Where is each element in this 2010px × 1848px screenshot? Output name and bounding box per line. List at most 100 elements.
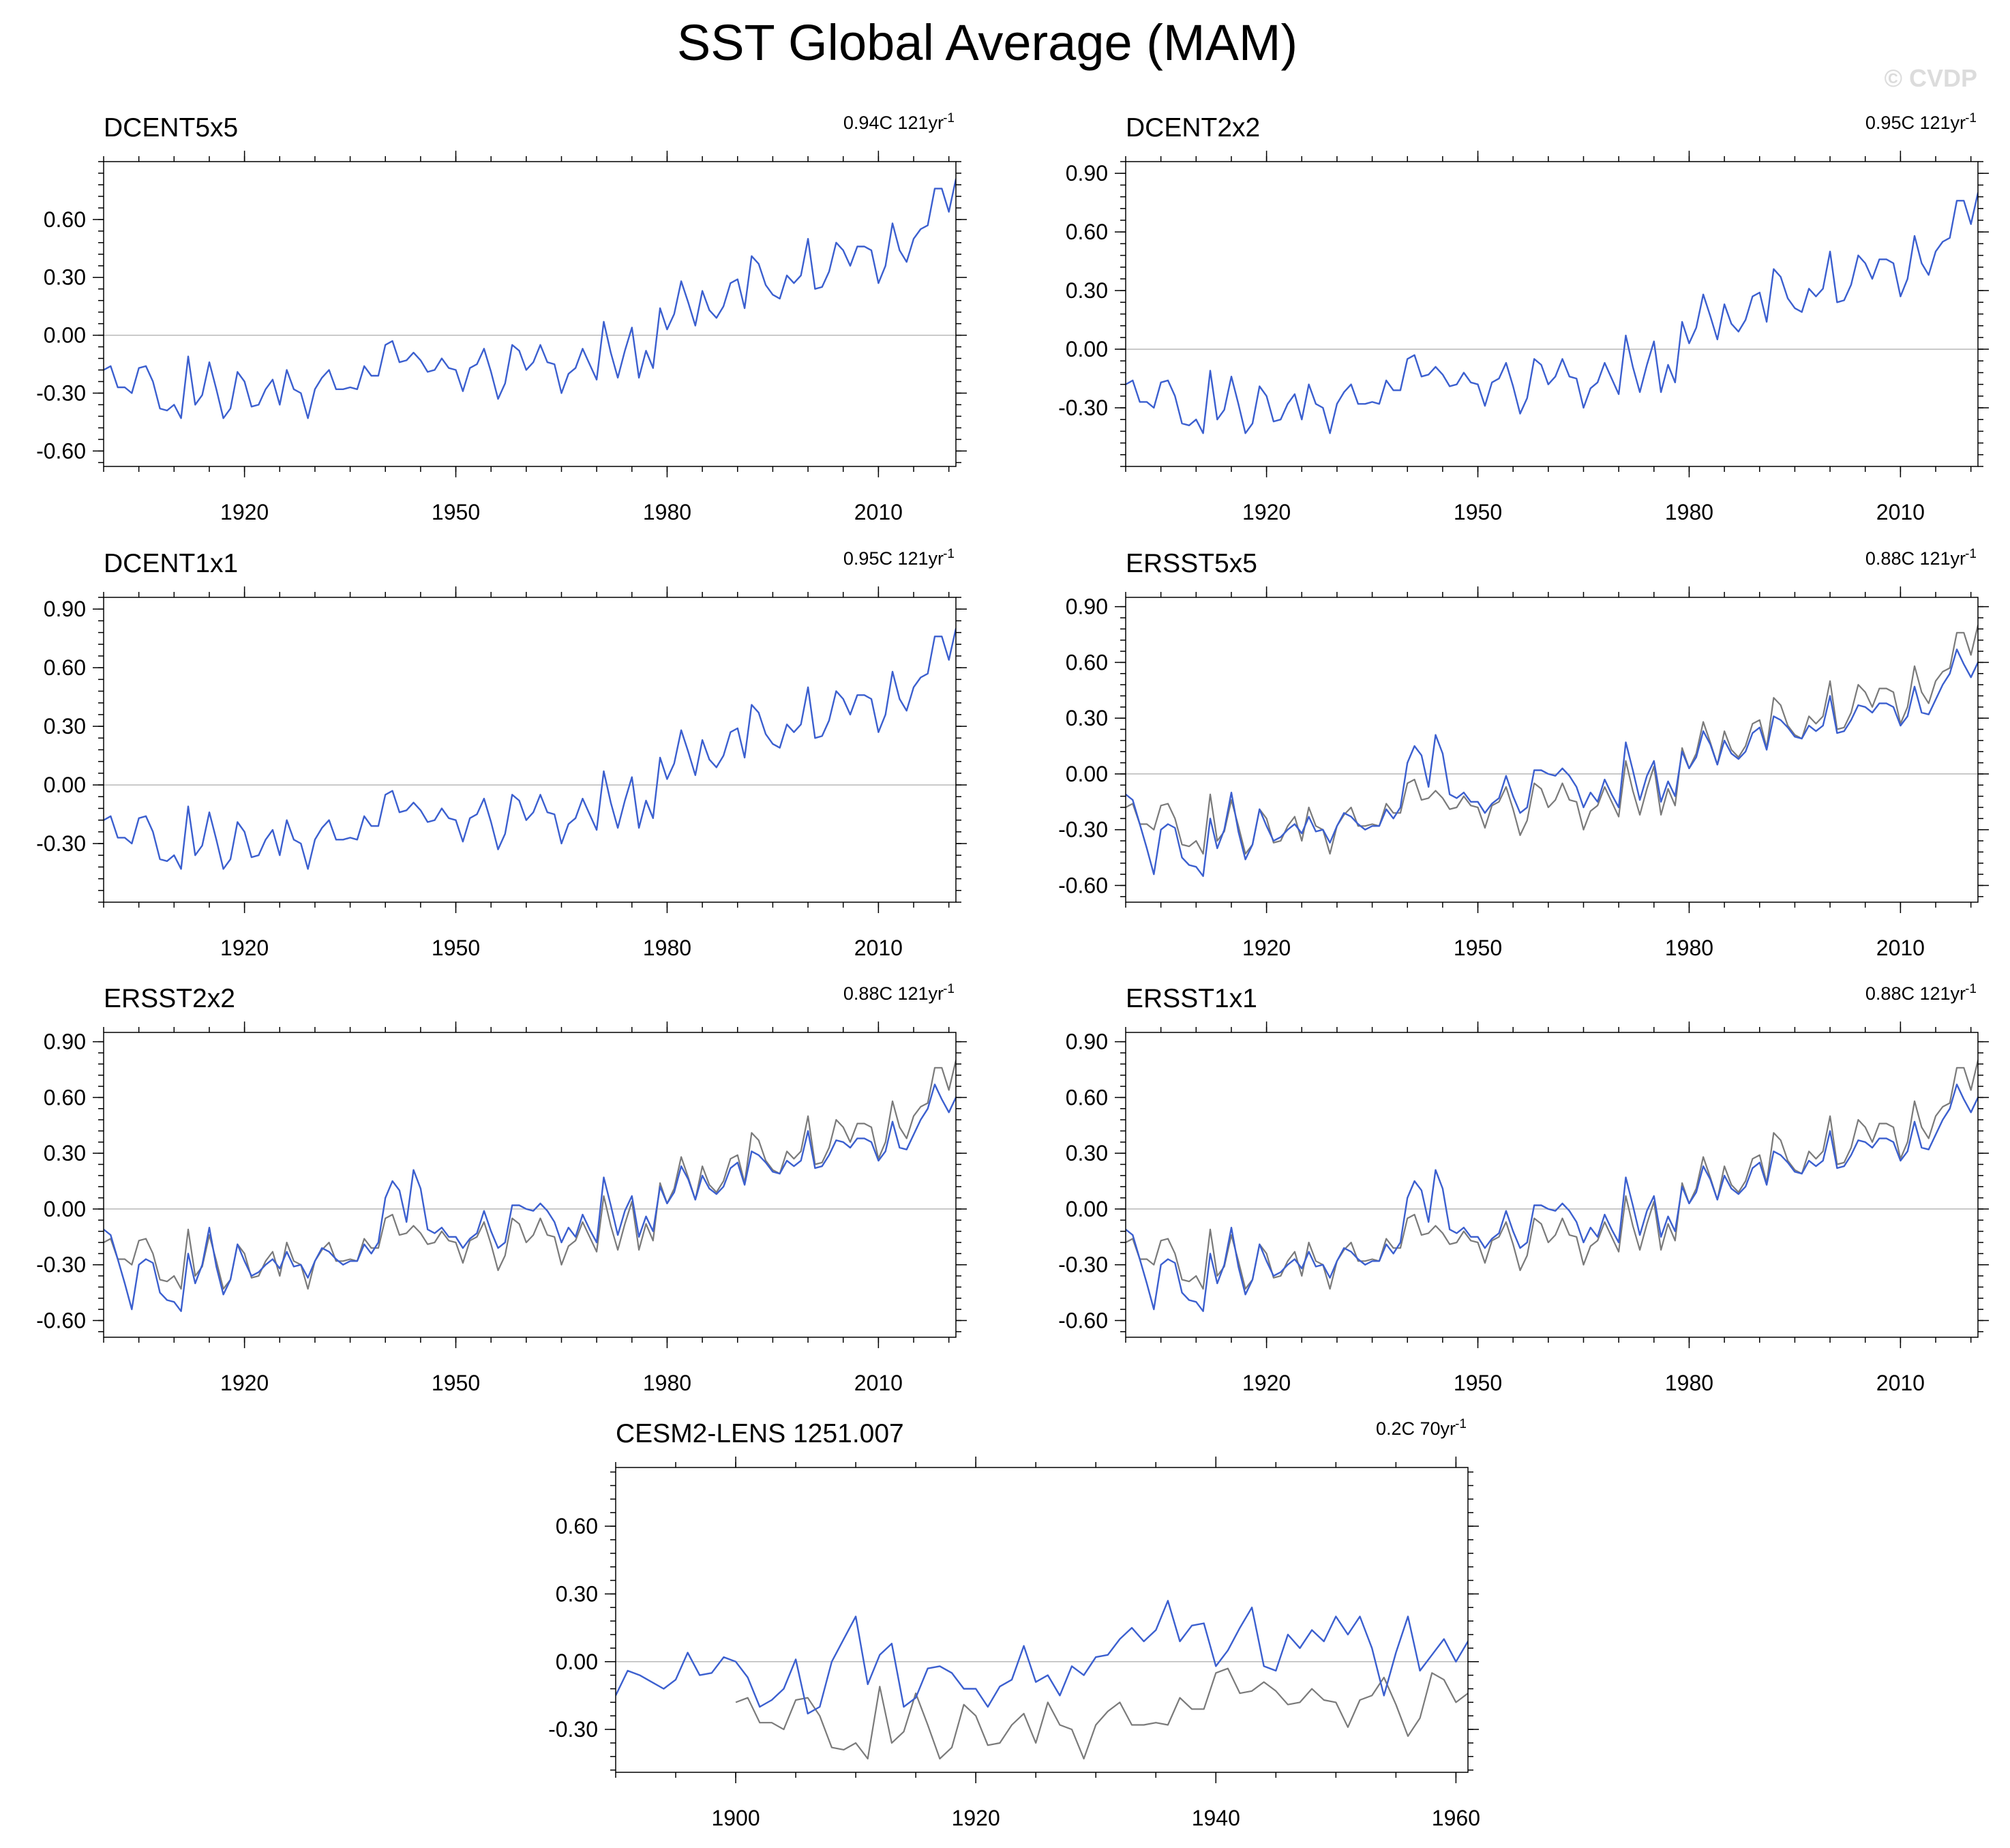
- x-tick-label: 2010: [1876, 500, 1925, 524]
- x-tick-label: 1980: [643, 1371, 691, 1395]
- y-tick-label: 0.00: [44, 323, 86, 348]
- reference-series-line: [1126, 1059, 1978, 1290]
- reference-series-line: [104, 1059, 956, 1290]
- y-tick-label: 0.60: [1066, 650, 1108, 674]
- reference-series-line: [735, 1667, 1468, 1760]
- cvdp-credit: © CVDP: [1884, 64, 1977, 92]
- y-tick-label: -0.30: [1058, 1253, 1108, 1277]
- y-tick-label: 0.00: [44, 1197, 86, 1221]
- panel-title: CESM2-LENS 1251.007: [616, 1419, 904, 1448]
- x-tick-label: 1940: [1192, 1806, 1240, 1830]
- x-tick-label: 1980: [643, 500, 691, 524]
- x-tick-label: 1980: [643, 936, 691, 960]
- model-series-line: [104, 1084, 956, 1313]
- y-tick-label: -0.30: [36, 831, 86, 856]
- plot-frame: [103, 161, 957, 467]
- x-tick-label: 2010: [1876, 1371, 1925, 1395]
- y-tick-label: 0.30: [44, 714, 86, 739]
- x-tick-label: 1950: [1454, 500, 1502, 524]
- trend-superscript: -1: [1965, 547, 1977, 561]
- x-tick-label: 1980: [1665, 500, 1713, 524]
- y-tick-label: 0.60: [1066, 220, 1108, 244]
- trend-label: 0.94C 121yr: [843, 113, 944, 133]
- y-tick-label: 0.00: [1066, 762, 1108, 786]
- trend-label: 0.95C 121yr: [843, 548, 944, 569]
- trend-label: 0.95C 121yr: [1865, 113, 1966, 133]
- x-tick-label: 1950: [1454, 1371, 1502, 1395]
- plot-frame: [103, 1032, 957, 1338]
- trend-superscript: -1: [1455, 1417, 1467, 1431]
- y-tick-label: -0.30: [36, 1253, 86, 1277]
- model-series-line: [1126, 649, 1978, 878]
- x-tick-label: 2010: [854, 936, 903, 960]
- panel-cesm2-lens-1251-007: CESM2-LENS 1251.007 0.2C 70yr -1 0.60 0.30 0.…: [548, 1417, 1480, 1830]
- x-tick-label: 1950: [432, 500, 480, 524]
- y-tick-label: 0.00: [44, 773, 86, 797]
- panel-title: ERSST5x5: [1126, 549, 1257, 578]
- trend-superscript: -1: [1965, 982, 1977, 996]
- y-tick-label: 0.60: [1066, 1085, 1108, 1109]
- y-tick-label: -0.30: [1058, 396, 1108, 420]
- x-tick-label: 1920: [220, 936, 269, 960]
- trend-superscript: -1: [943, 111, 955, 125]
- trend-superscript: -1: [943, 547, 955, 561]
- panel-title: ERSST2x2: [104, 984, 235, 1013]
- model-series-line: [616, 1600, 1468, 1715]
- x-tick-label: 1900: [711, 1806, 760, 1830]
- y-tick-label: 0.90: [44, 597, 86, 621]
- x-tick-label: 1920: [1242, 500, 1291, 524]
- y-tick-label: 0.90: [1066, 1030, 1108, 1054]
- y-tick-label: 0.60: [44, 207, 86, 232]
- x-tick-label: 1920: [1242, 936, 1291, 960]
- y-tick-label: -0.60: [36, 1308, 86, 1332]
- y-tick-label: 0.00: [1066, 337, 1108, 361]
- x-tick-label: 1980: [1665, 1371, 1713, 1395]
- x-tick-label: 2010: [854, 500, 903, 524]
- x-tick-label: 1980: [1665, 936, 1713, 960]
- reference-series-line: [1126, 624, 1978, 855]
- trend-label: 0.88C 121yr: [1865, 548, 1966, 569]
- figure-title: SST Global Average (MAM): [677, 14, 1298, 71]
- panel-title: ERSST1x1: [1126, 984, 1257, 1013]
- x-tick-label: 1960: [1432, 1806, 1480, 1830]
- x-tick-label: 1920: [1242, 1371, 1291, 1395]
- y-tick-label: 0.90: [1066, 595, 1108, 619]
- y-tick-label: -0.30: [1058, 818, 1108, 842]
- y-tick-label: 0.90: [44, 1030, 86, 1054]
- trend-superscript: -1: [943, 982, 955, 996]
- y-tick-label: 0.90: [1066, 161, 1108, 185]
- y-tick-label: 0.30: [556, 1581, 598, 1606]
- panel-title: DCENT2x2: [1126, 113, 1260, 143]
- trend-superscript: -1: [1965, 111, 1977, 125]
- x-tick-label: 1920: [952, 1806, 1000, 1830]
- model-series-line: [104, 627, 956, 870]
- model-series-line: [104, 178, 956, 419]
- y-tick-label: 0.30: [1066, 278, 1108, 303]
- panel-dcent1x1: DCENT1x1 0.95C 121yr -1 0.90 0.60 0.30 0.00 -0.…: [36, 547, 967, 960]
- panel-ersst1x1: ERSST1x1 0.88C 121yr -1 0.90 0.60 0.30 0.00 -0.…: [1058, 982, 1989, 1395]
- y-tick-label: 0.60: [44, 655, 86, 680]
- y-tick-label: 0.00: [556, 1650, 598, 1674]
- y-tick-label: 0.30: [1066, 1141, 1108, 1165]
- panel-title: DCENT5x5: [104, 113, 238, 143]
- plot-frame: [615, 1467, 1469, 1773]
- panel-title: DCENT1x1: [104, 549, 238, 578]
- x-tick-label: 1950: [432, 936, 480, 960]
- panel-ersst2x2: ERSST2x2 0.88C 121yr -1 0.90 0.60 0.30 0.00 -0.…: [36, 982, 967, 1395]
- y-tick-label: -0.60: [36, 438, 86, 463]
- y-tick-label: 0.00: [1066, 1197, 1108, 1221]
- y-tick-label: 0.30: [44, 1141, 86, 1165]
- x-tick-label: 1920: [220, 500, 269, 524]
- trend-label: 0.88C 121yr: [843, 983, 944, 1004]
- panel-dcent5x5: DCENT5x5 0.94C 121yr -1 0.60 0.30 0.00 -0.30 -0…: [36, 111, 967, 524]
- y-tick-label: 0.60: [44, 1085, 86, 1109]
- x-tick-label: 1950: [432, 1371, 480, 1395]
- model-series-line: [1126, 192, 1978, 434]
- y-tick-label: 0.30: [44, 265, 86, 290]
- y-tick-label: -0.30: [548, 1717, 598, 1742]
- plot-frame: [1125, 597, 1979, 903]
- y-tick-label: -0.60: [1058, 1308, 1108, 1332]
- x-tick-label: 2010: [854, 1371, 903, 1395]
- y-tick-label: 0.30: [1066, 706, 1108, 730]
